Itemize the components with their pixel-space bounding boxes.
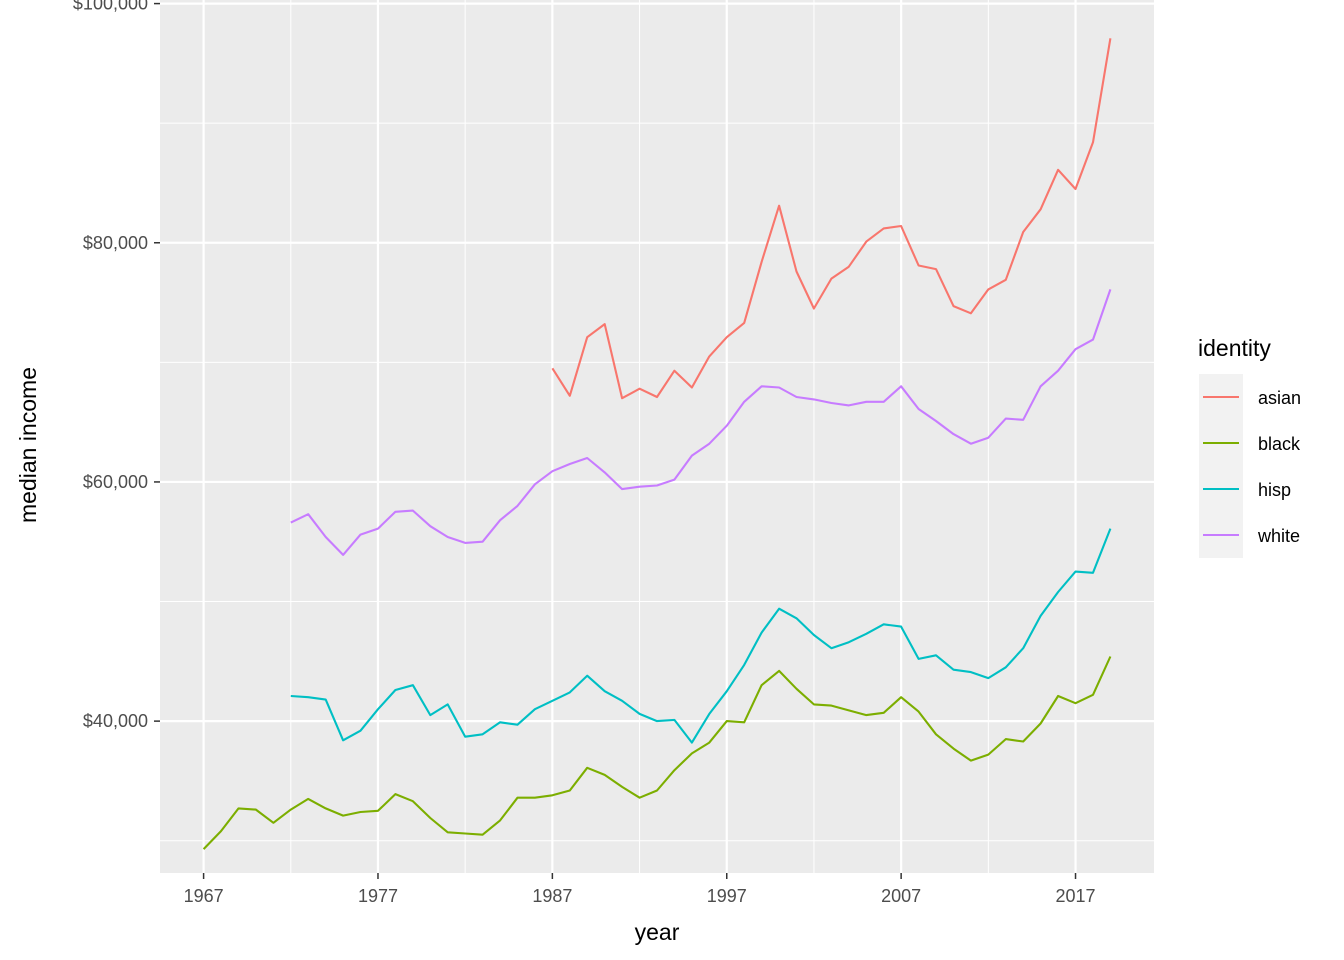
y-tick-label: $80,000 — [83, 233, 148, 253]
y-axis-title: median income — [15, 367, 41, 523]
x-axis-title: year — [635, 919, 680, 945]
x-tick-label: 1977 — [358, 886, 398, 906]
series-line-white — [290, 289, 1112, 556]
x-tick-label: 1967 — [184, 886, 224, 906]
grid-major — [160, 0, 1154, 873]
x-tick-label: 2007 — [881, 886, 921, 906]
x-tick-label: 1997 — [707, 886, 747, 906]
legend: identity asian black hisp white — [1198, 335, 1301, 558]
legend-label-hisp: hisp — [1258, 480, 1291, 500]
series-line-hisp — [290, 528, 1112, 744]
legend-label-asian: asian — [1258, 388, 1301, 408]
x-tick-label: 2017 — [1056, 886, 1096, 906]
plot-panel — [160, 0, 1154, 873]
legend-label-white: white — [1257, 526, 1300, 546]
legend-key-background — [1199, 374, 1243, 558]
y-tick-label: $40,000 — [83, 711, 148, 731]
legend-label-black: black — [1258, 434, 1301, 454]
y-axis: $40,000 $60,000 $80,000 $100,000 — [73, 0, 160, 731]
series-lines — [202, 38, 1112, 850]
y-tick-label: $60,000 — [83, 472, 148, 492]
y-tick-label: $100,000 — [73, 0, 148, 14]
x-tick-label: 1987 — [532, 886, 572, 906]
series-line-asian — [551, 38, 1112, 400]
legend-items: asian black hisp white — [1203, 388, 1301, 546]
series-line-black — [202, 656, 1112, 850]
x-axis: 1967 1977 1987 1997 2007 2017 — [184, 873, 1096, 906]
legend-title: identity — [1198, 335, 1271, 361]
